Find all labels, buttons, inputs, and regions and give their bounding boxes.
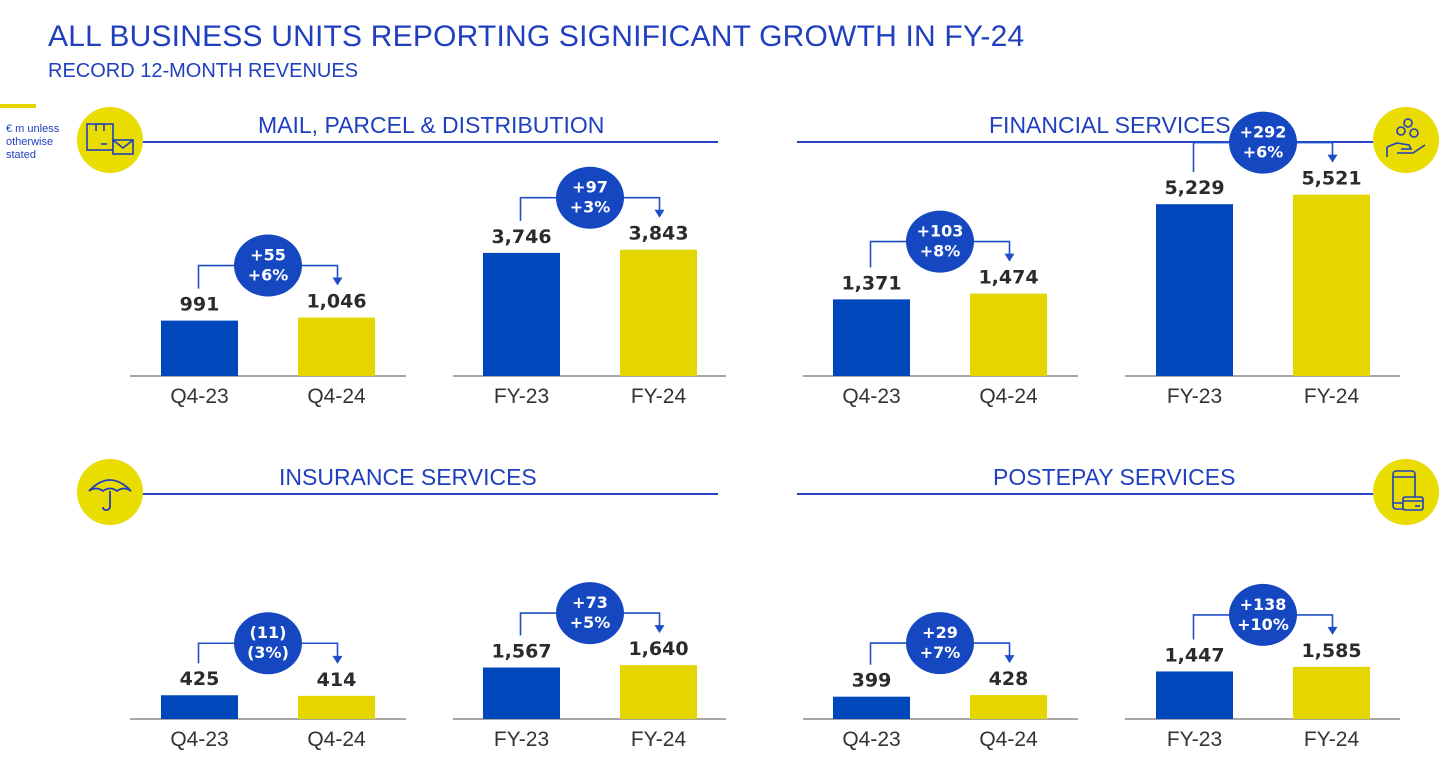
delta-badge bbox=[906, 612, 974, 675]
delta-badge bbox=[1229, 583, 1297, 646]
delta-arrowhead bbox=[332, 277, 343, 286]
category-label: FY-24 bbox=[631, 728, 687, 751]
bar-fy-24 bbox=[1293, 666, 1370, 719]
umbrella-icon bbox=[77, 459, 143, 525]
section-divider-mail bbox=[110, 141, 718, 143]
delta-badge bbox=[556, 166, 624, 229]
bar-q4-24 bbox=[298, 317, 375, 376]
section-divider-financial bbox=[797, 141, 1375, 143]
bar-fy-23 bbox=[1156, 204, 1233, 376]
delta-absolute: +29 bbox=[922, 623, 958, 642]
delta-badge bbox=[234, 612, 302, 675]
delta-arrowhead bbox=[1004, 655, 1015, 664]
value-label: 1,371 bbox=[841, 272, 901, 294]
value-label: 5,229 bbox=[1164, 177, 1224, 199]
delta-percent: +6% bbox=[248, 266, 289, 285]
section-title-mail: MAIL, PARCEL & DISTRIBUTION bbox=[258, 112, 605, 138]
hand-coins-icon bbox=[1373, 107, 1439, 173]
category-label: Q4-23 bbox=[842, 728, 900, 751]
bar-q4-24 bbox=[970, 695, 1047, 719]
category-label: Q4-23 bbox=[170, 728, 228, 751]
delta-badge bbox=[906, 210, 974, 273]
category-label: FY-24 bbox=[1304, 385, 1360, 408]
delta-percent: +3% bbox=[570, 198, 611, 217]
bar-fy-24 bbox=[620, 665, 697, 719]
delta-absolute: +103 bbox=[917, 222, 964, 241]
category-label: FY-23 bbox=[494, 385, 549, 408]
delta-percent: +6% bbox=[1243, 143, 1284, 162]
value-label: 1,474 bbox=[978, 267, 1038, 289]
value-label: 3,843 bbox=[628, 223, 688, 245]
delta-badge bbox=[1229, 111, 1297, 174]
delta-absolute: +292 bbox=[1240, 123, 1287, 142]
delta-arrowhead bbox=[332, 655, 343, 664]
delta-absolute: (11) bbox=[250, 623, 287, 642]
delta-percent: +10% bbox=[1237, 615, 1289, 634]
category-label: Q4-24 bbox=[307, 728, 366, 751]
category-label: FY-23 bbox=[1167, 728, 1222, 751]
category-label: Q4-24 bbox=[307, 385, 366, 408]
unit-note: € m unless otherwise stated bbox=[6, 123, 60, 161]
bar-fy-24 bbox=[1293, 194, 1370, 376]
delta-arrowhead bbox=[1327, 626, 1338, 635]
bar-q4-23 bbox=[161, 320, 238, 376]
category-label: FY-24 bbox=[631, 385, 687, 408]
delta-badge bbox=[556, 582, 624, 645]
section-divider-postepay bbox=[797, 493, 1375, 495]
bar-fy-24 bbox=[620, 249, 697, 376]
delta-percent: +7% bbox=[920, 643, 961, 662]
category-label: Q4-23 bbox=[842, 385, 900, 408]
bar-fy-23 bbox=[483, 667, 560, 719]
bar-q4-23 bbox=[833, 696, 910, 719]
bar-q4-23 bbox=[161, 695, 238, 719]
value-label: 399 bbox=[852, 670, 892, 692]
category-label: Q4-23 bbox=[170, 385, 228, 408]
bar-fy-23 bbox=[483, 252, 560, 376]
value-label: 414 bbox=[317, 669, 357, 691]
delta-arrowhead bbox=[1004, 253, 1015, 262]
category-label: FY-23 bbox=[494, 728, 549, 751]
value-label: 991 bbox=[180, 294, 220, 316]
bar-fy-23 bbox=[1156, 671, 1233, 719]
section-divider-insurance bbox=[110, 493, 718, 495]
delta-arrowhead bbox=[654, 625, 665, 634]
bar-q4-24 bbox=[298, 695, 375, 719]
value-label: 1,046 bbox=[306, 291, 366, 313]
delta-absolute: +73 bbox=[572, 593, 608, 612]
delta-percent: +5% bbox=[570, 613, 611, 632]
delta-absolute: +97 bbox=[572, 178, 608, 197]
value-label: 1,567 bbox=[491, 641, 551, 663]
value-label: 428 bbox=[989, 668, 1029, 690]
bar-q4-23 bbox=[833, 299, 910, 376]
category-label: Q4-24 bbox=[979, 385, 1038, 408]
value-label: 425 bbox=[180, 668, 220, 690]
delta-percent: (3%) bbox=[247, 643, 289, 662]
delta-absolute: +55 bbox=[250, 246, 286, 265]
value-label: 1,585 bbox=[1301, 640, 1361, 662]
value-label: 5,521 bbox=[1301, 168, 1361, 190]
category-label: FY-23 bbox=[1167, 385, 1222, 408]
section-title-financial: FINANCIAL SERVICES bbox=[989, 112, 1231, 138]
value-label: 1,447 bbox=[1164, 644, 1224, 666]
delta-percent: +8% bbox=[920, 242, 961, 261]
phone-card-icon bbox=[1373, 459, 1439, 525]
delta-absolute: +138 bbox=[1240, 595, 1287, 614]
delta-arrowhead bbox=[1327, 154, 1338, 163]
parcel-mail-icon bbox=[77, 107, 143, 173]
category-label: Q4-24 bbox=[979, 728, 1038, 751]
bar-q4-24 bbox=[970, 293, 1047, 376]
section-title-insurance: INSURANCE SERVICES bbox=[279, 464, 537, 490]
value-label: 1,640 bbox=[628, 638, 688, 660]
delta-badge bbox=[234, 234, 302, 297]
page-title: ALL BUSINESS UNITS REPORTING SIGNIFICANT… bbox=[48, 20, 1025, 53]
section-title-postepay: POSTEPAY SERVICES bbox=[993, 464, 1236, 490]
page-subtitle: RECORD 12-MONTH REVENUES bbox=[48, 60, 359, 82]
unit-accent-bar bbox=[0, 104, 36, 108]
category-label: FY-24 bbox=[1304, 728, 1360, 751]
delta-arrowhead bbox=[654, 209, 665, 218]
value-label: 3,746 bbox=[491, 226, 551, 248]
